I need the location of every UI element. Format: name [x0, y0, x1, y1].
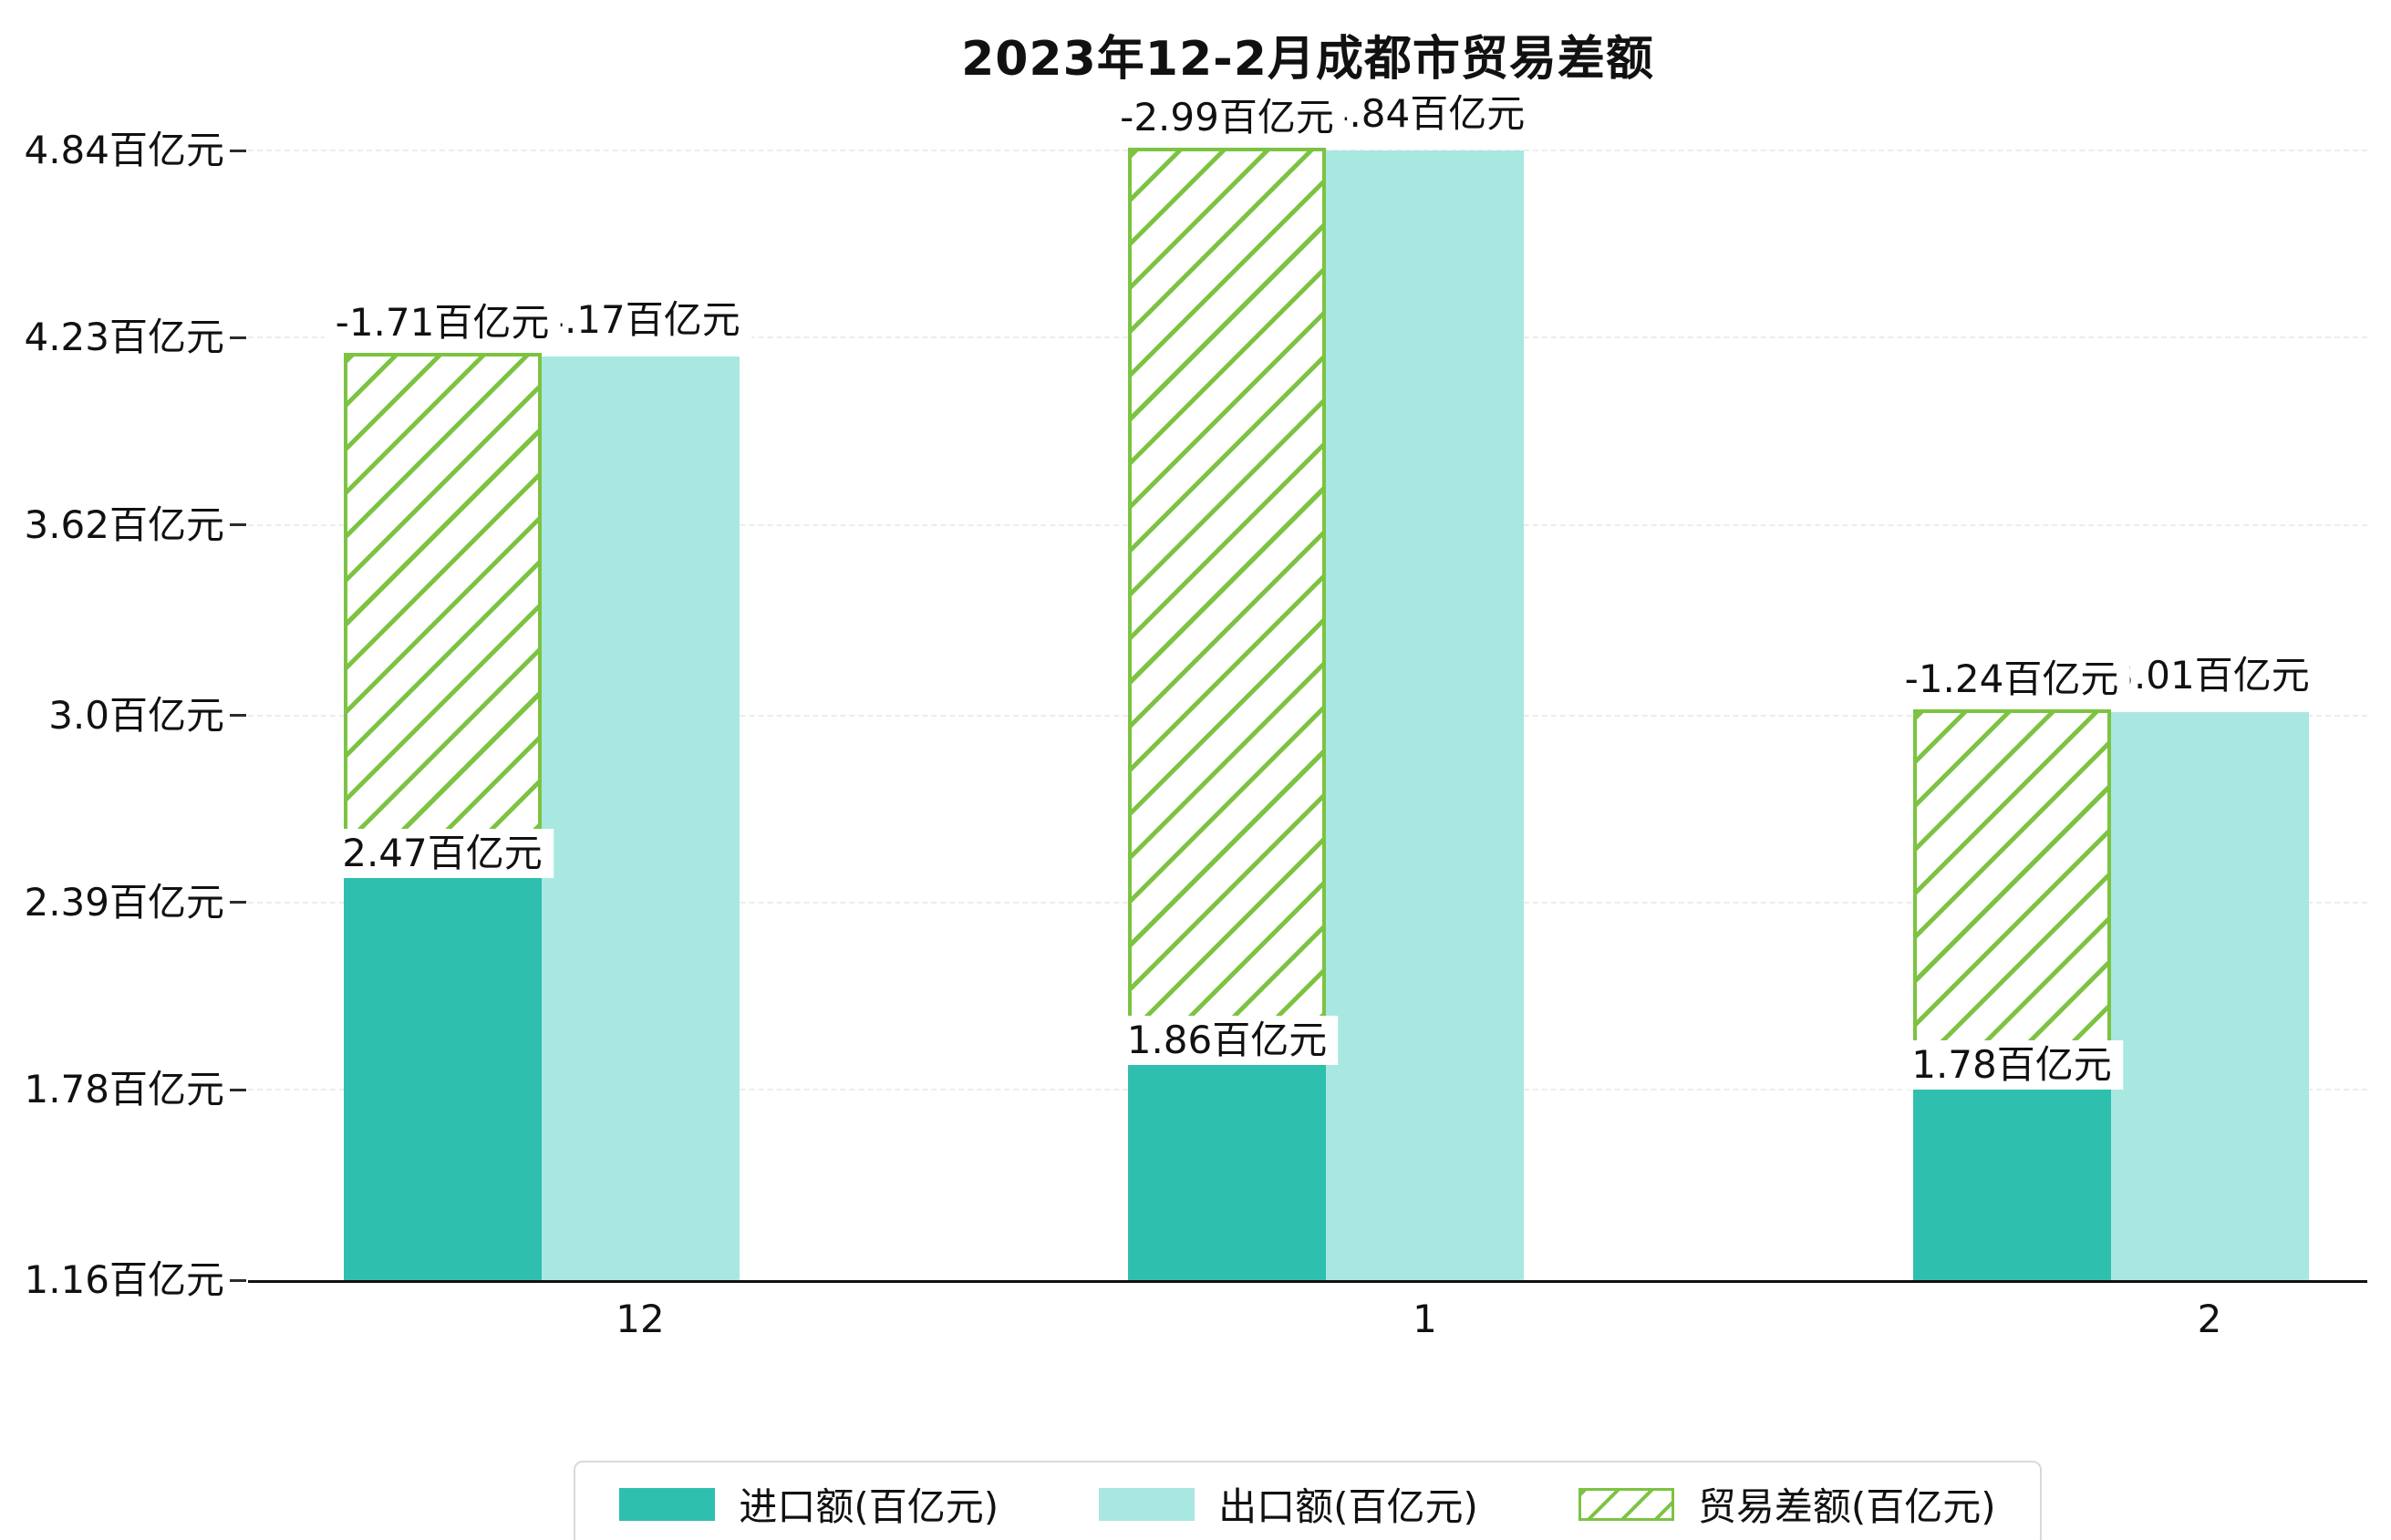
- bar-trade-balance: [343, 353, 542, 878]
- y-axis-tick-label: 1.78百亿元: [24, 1067, 224, 1112]
- bar-export: [2110, 712, 2309, 1280]
- data-label-export: 4.17百亿元: [529, 295, 751, 345]
- legend-label-trade-balance: 贸易差额(百亿元): [1697, 1484, 1996, 1529]
- y-axis-tick-label: 3.62百亿元: [24, 501, 224, 547]
- bar-trade-balance: [1128, 147, 1326, 1066]
- data-label-trade-balance: -2.99百亿元: [1109, 92, 1345, 142]
- data-label-export: 3.01百亿元: [2098, 651, 2321, 701]
- legend-item-export: 出口额(百亿元): [1099, 1476, 1478, 1532]
- y-axis-tick-mark: [230, 149, 246, 152]
- legend-label-export: 出口额(百亿元): [1218, 1484, 1478, 1529]
- data-label-import: 2.47百亿元: [331, 828, 554, 878]
- legend-swatch-trade-balance-icon: [1578, 1487, 1674, 1521]
- data-label-trade-balance: -1.71百亿元: [324, 298, 561, 348]
- chart-title: 2023年12-2月成都市贸易差额: [961, 32, 1654, 87]
- bar-export: [1326, 150, 1524, 1280]
- y-axis-tick-mark: [230, 1088, 246, 1091]
- x-axis-category-label: 1: [1413, 1297, 1437, 1341]
- bar-trade-balance: [1912, 708, 2111, 1090]
- data-label-import: 1.86百亿元: [1115, 1016, 1339, 1066]
- legend-label-import: 进口额(百亿元): [739, 1484, 999, 1529]
- bar-import: [1912, 1090, 2111, 1280]
- y-axis-tick-mark: [230, 714, 246, 717]
- y-axis-tick-label: 4.84百亿元: [24, 128, 224, 172]
- data-label-export: 4.84百亿元: [1313, 89, 1537, 139]
- y-axis-tick-label: 3.0百亿元: [48, 692, 224, 738]
- data-label-trade-balance: -1.24百亿元: [1893, 654, 2130, 704]
- legend-swatch-export-icon: [1099, 1487, 1196, 1521]
- bar-export: [541, 356, 740, 1280]
- data-label-import: 1.78百亿元: [1900, 1040, 2123, 1090]
- legend: 进口额(百亿元) 出口额(百亿元) 贸易差额(百亿元): [574, 1461, 2042, 1540]
- y-axis-tick-label: 2.39百亿元: [24, 879, 224, 925]
- y-axis-tick-label: 1.16百亿元: [24, 1257, 224, 1302]
- bar-import: [1128, 1065, 1326, 1280]
- y-axis-tick-label: 4.23百亿元: [24, 315, 224, 360]
- y-axis-tick-mark: [230, 901, 246, 904]
- bar-import: [343, 877, 542, 1280]
- x-axis-category-label: 2: [2197, 1297, 2222, 1341]
- y-axis-tick-mark: [230, 523, 246, 527]
- legend-item-import: 进口额(百亿元): [619, 1476, 999, 1532]
- y-axis-tick-mark: [230, 1278, 246, 1282]
- legend-swatch-import-icon: [619, 1487, 716, 1521]
- y-axis-tick-mark: [230, 336, 246, 339]
- x-axis-line: [248, 1280, 2367, 1283]
- x-axis-category-label: 12: [616, 1297, 665, 1341]
- legend-item-trade-balance: 贸易差额(百亿元): [1578, 1476, 1996, 1532]
- legend-wrap: 进口额(百亿元) 出口额(百亿元) 贸易差额(百亿元): [248, 1461, 2367, 1540]
